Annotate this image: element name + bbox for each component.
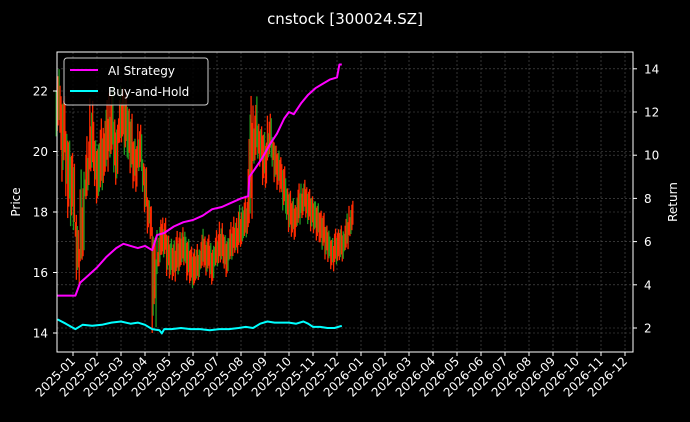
y-axis-left: 14 16 18 20 22 bbox=[33, 85, 57, 341]
y-tick-label-right: 12 bbox=[644, 106, 659, 120]
chart-title: cnstock [300024.SZ] bbox=[267, 10, 423, 28]
y-tick-label-left: 18 bbox=[33, 206, 48, 220]
return-lines bbox=[57, 63, 343, 335]
series-line-ai-strategy bbox=[57, 63, 342, 297]
legend-box bbox=[63, 57, 209, 106]
plot-frame bbox=[56, 51, 634, 353]
y-tick-label-right: 6 bbox=[644, 235, 652, 249]
y-tick-label-right: 2 bbox=[644, 322, 652, 336]
y-tick-label-right: 10 bbox=[644, 149, 659, 163]
y-tick-label-right: 14 bbox=[644, 62, 659, 76]
y-axis-right-label: Return bbox=[666, 182, 680, 222]
y-tick-label-left: 16 bbox=[33, 266, 48, 280]
y-axis-right: 2 4 6 8 10 12 14 bbox=[633, 62, 659, 336]
legend-label-ai-strategy: AI Strategy bbox=[108, 64, 175, 78]
y-tick-label-left: 14 bbox=[33, 327, 48, 341]
price-candles bbox=[55, 69, 354, 333]
legend: AI Strategy Buy-and-Hold bbox=[63, 57, 209, 106]
y-tick-label-right: 8 bbox=[644, 192, 652, 206]
y-tick-label-left: 20 bbox=[33, 145, 48, 159]
y-tick-label-right: 4 bbox=[644, 278, 652, 292]
y-axis-left-label: Price bbox=[9, 187, 23, 216]
series-line-buy-and-hold bbox=[57, 318, 343, 335]
legend-label-buy-and-hold: Buy-and-Hold bbox=[108, 85, 189, 99]
y-tick-label-left: 22 bbox=[33, 85, 48, 99]
